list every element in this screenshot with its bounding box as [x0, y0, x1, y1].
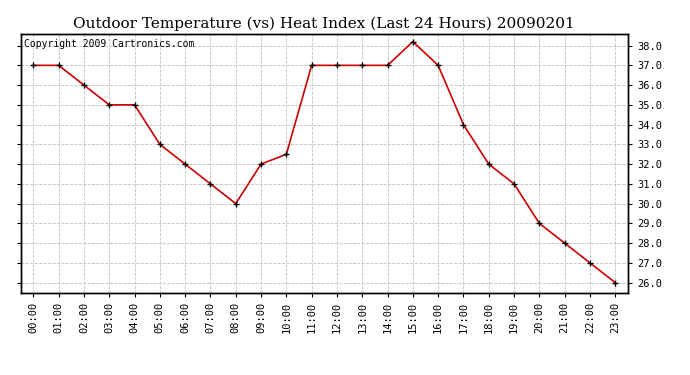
Text: Copyright 2009 Cartronics.com: Copyright 2009 Cartronics.com	[23, 39, 194, 49]
Title: Outdoor Temperature (vs) Heat Index (Last 24 Hours) 20090201: Outdoor Temperature (vs) Heat Index (Las…	[73, 17, 575, 31]
